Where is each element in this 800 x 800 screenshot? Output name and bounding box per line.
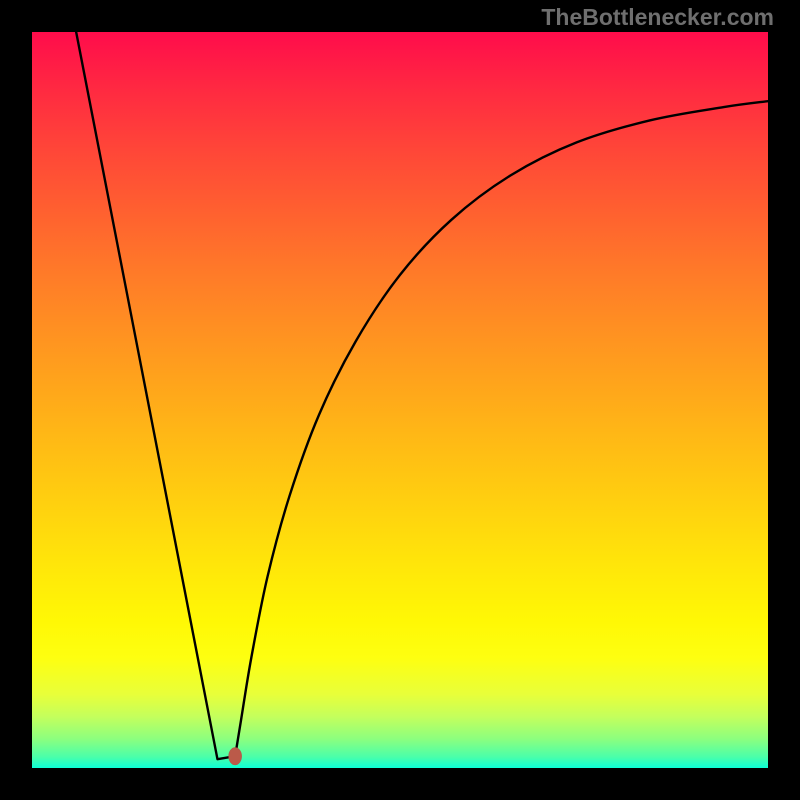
watermark-text: TheBottlenecker.com <box>541 4 774 31</box>
chart-container: { "chart": { "type": "line", "dimensions… <box>0 0 800 800</box>
chart-svg <box>32 32 768 768</box>
plot-area <box>32 32 768 768</box>
trough-marker <box>229 747 242 765</box>
gradient-background <box>32 32 768 768</box>
